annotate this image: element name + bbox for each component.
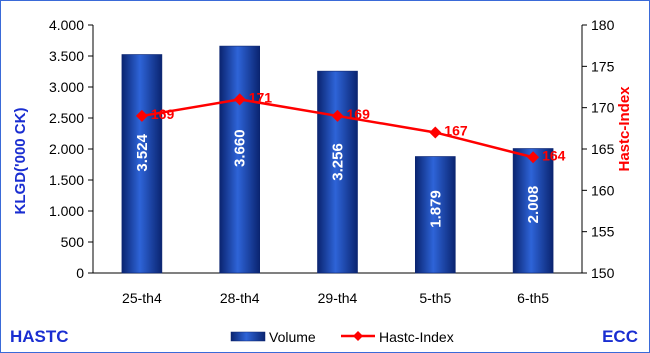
volume-bar-label: 3.524 [134,133,151,171]
right-tick-label: 175 [591,58,615,74]
left-tick-label: 0 [76,265,84,281]
x-tick-label: 29-th4 [318,290,358,306]
right-tick-label: 165 [591,141,615,157]
left-tick-label: 4.000 [49,17,84,33]
hastc-index-marker [527,151,540,164]
corner-label-right: ECC [602,327,638,346]
hastc-index-point-label: 167 [444,122,468,138]
legend-label-volume: Volume [269,329,316,345]
hastc-index-point-labels: 169 171 169 167 164 [151,89,566,163]
x-tick-label: 28-th4 [220,290,260,306]
left-tick-label: 1.000 [49,203,84,219]
volume-bar [219,45,260,274]
volume-bars [121,45,554,274]
left-axis-ticks: 0 500 1.000 1.500 2.000 2.500 3.000 3.500 4.000 [49,17,93,281]
volume-bar-label: 2.008 [525,186,542,224]
right-axis-title: Hastc-Index [616,86,633,172]
legend-swatch-volume [230,331,266,342]
volume-bar [414,156,456,274]
left-tick-label: 1.500 [49,172,84,188]
left-axis-title: KLGD('000 CK) [12,108,29,215]
hastc-index-point-label: 169 [151,106,175,122]
legend-label-hastc-index: Hastc-Index [379,329,454,345]
x-axis-ticks: 25-th4 28-th4 29-th4 5-th5 6-th5 [122,290,549,306]
right-tick-label: 160 [591,182,615,198]
volume-bar-labels: 3.524 3.660 3.256 1.879 2.008 [134,129,542,227]
hastc-index-marker [135,109,148,122]
hastc-index-point-label: 169 [347,106,371,122]
volume-bar [512,148,554,274]
hastc-index-marker [429,126,442,139]
left-tick-label: 3.000 [49,79,84,95]
corner-label-left: HASTC [10,327,69,346]
hastc-index-marker [331,109,344,122]
x-tick-label: 5-th5 [419,290,451,306]
left-tick-label: 2.000 [49,141,84,157]
right-tick-label: 150 [591,265,615,281]
hastc-index-point-label: 171 [249,89,273,105]
hastc-index-line [135,93,540,164]
hastc-index-point-label: 164 [542,147,566,163]
volume-bar-label: 3.256 [330,143,347,181]
legend-marker-hastc-index [353,331,363,341]
volume-bar [317,70,358,274]
left-tick-label: 3.500 [49,48,84,64]
left-tick-label: 2.500 [49,110,84,126]
right-tick-label: 180 [591,17,615,33]
legend: Volume Hastc-Index [230,329,454,345]
x-tick-label: 6-th5 [517,290,549,306]
hastc-index-marker [233,93,246,106]
volume-bar-label: 3.660 [232,129,249,167]
x-tick-label: 25-th4 [122,290,162,306]
volume-bar-label: 1.879 [427,190,444,228]
left-tick-label: 500 [61,234,85,250]
right-tick-label: 155 [591,224,615,240]
right-axis-ticks: 150 155 160 165 170 175 180 [582,17,615,281]
volume-bar [121,54,163,274]
right-tick-label: 170 [591,100,615,116]
